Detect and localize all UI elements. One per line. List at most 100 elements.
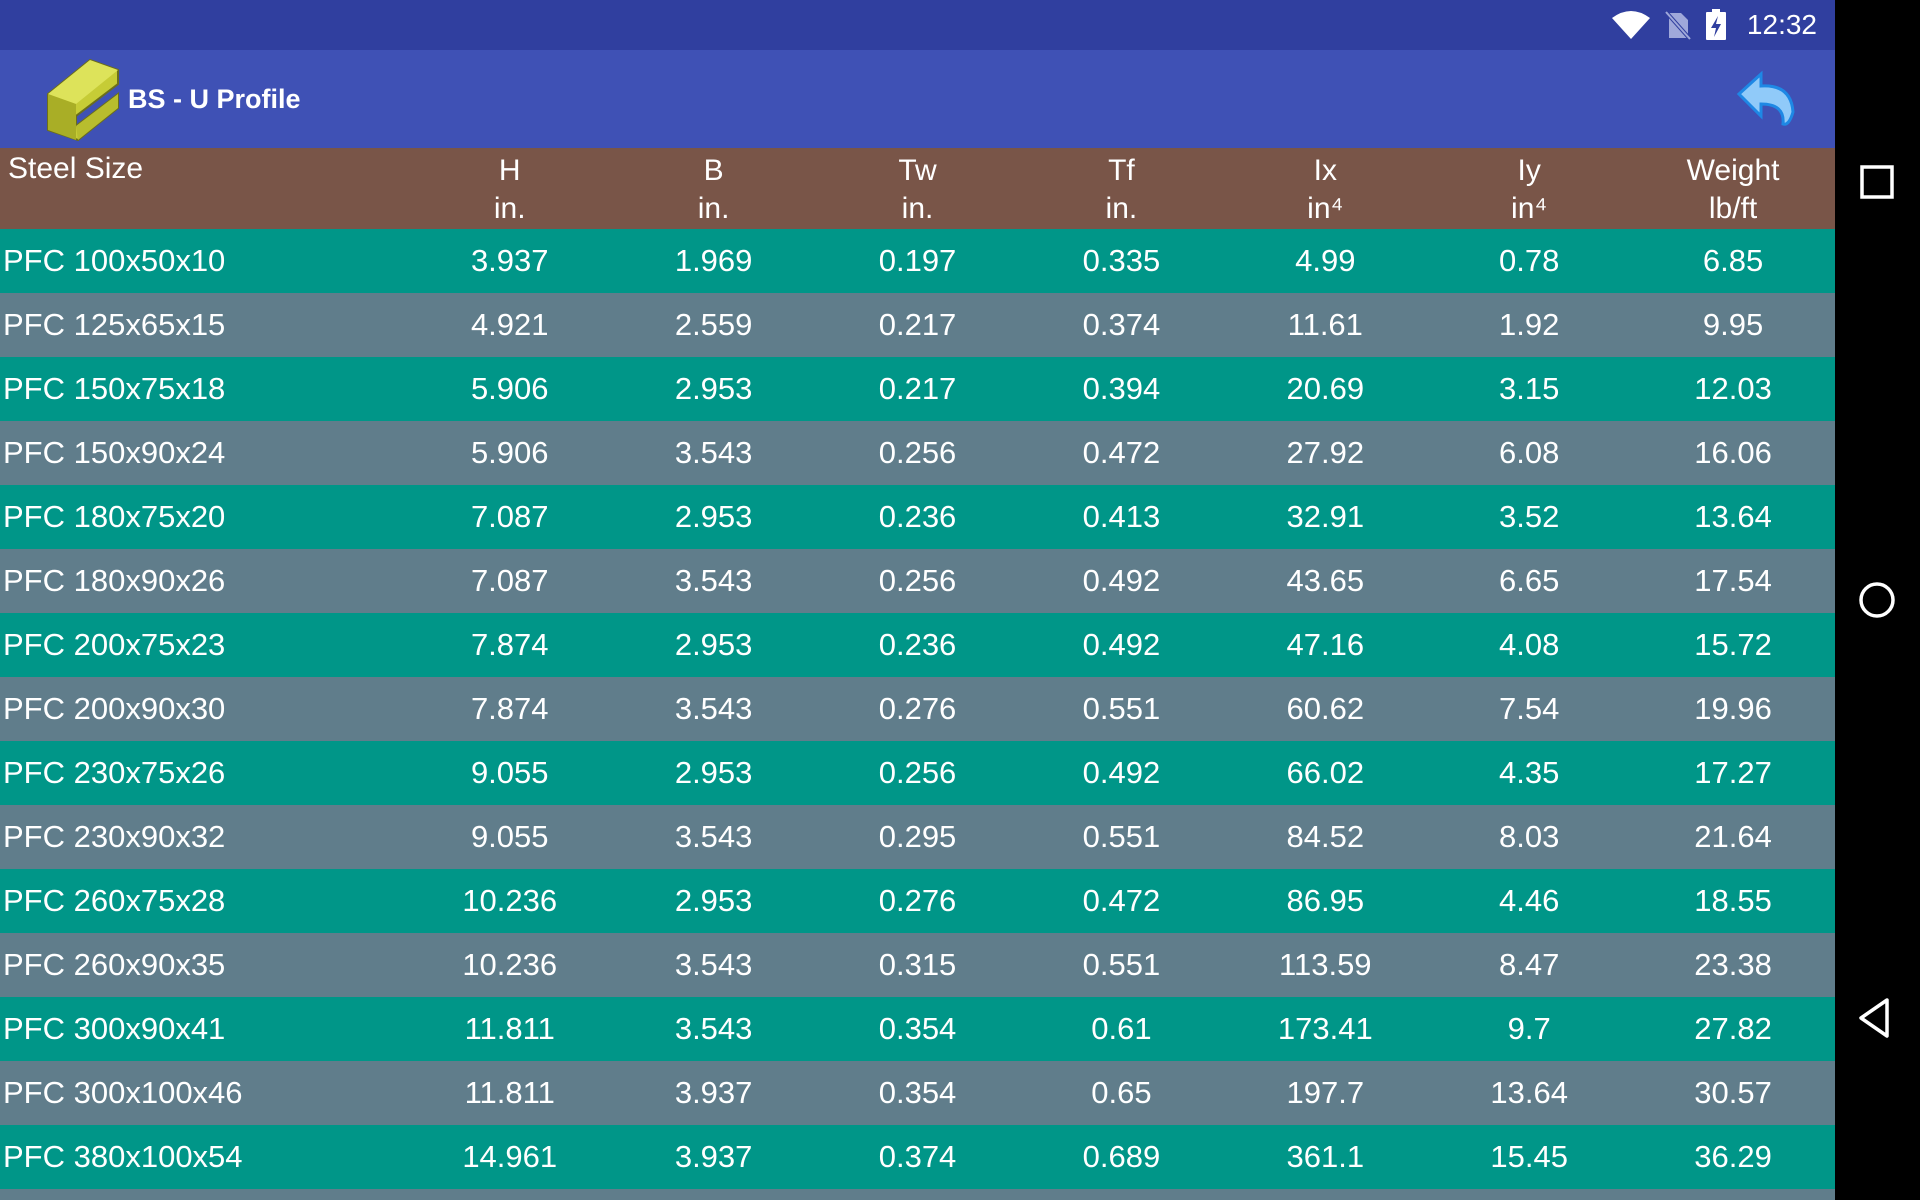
- value-cell: 6.65: [1499, 563, 1560, 598]
- value-cell: 0.276: [878, 691, 957, 726]
- steel-size-cell: PFC 300x90x41: [3, 1011, 226, 1046]
- value-cell: 3.543: [674, 435, 753, 470]
- value-cell: 32.91: [1286, 499, 1365, 534]
- steel-size-cell: PFC 100x50x10: [3, 243, 226, 278]
- value-cell: 36.29: [1694, 1139, 1772, 1174]
- value-cell: 47.16: [1286, 627, 1365, 662]
- value-cell: 1.92: [1499, 307, 1560, 342]
- value-cell: 0.354: [878, 1075, 957, 1110]
- value-cell: 0.335: [1082, 243, 1161, 278]
- value-cell: 0.78: [1499, 243, 1560, 278]
- steel-size-cell: PFC 300x100x46: [3, 1075, 243, 1110]
- table-row[interactable]: PFC 200x90x30 7.874 3.543 0.276 0.551 60.62 7.…: [0, 677, 1835, 741]
- table-row[interactable]: PFC 150x75x18 5.906 2.953 0.217 0.394 20.69 3.…: [0, 357, 1835, 421]
- value-cell: 0.551: [1082, 819, 1161, 854]
- steel-channel-logo: [47, 58, 119, 142]
- value-cell: 0.374: [1082, 307, 1161, 342]
- column-header-unit: in⁴: [1511, 192, 1548, 225]
- value-cell: 9.055: [470, 755, 549, 790]
- steel-size-cell: PFC 200x75x23: [3, 627, 226, 662]
- value-cell: 8.47: [1499, 947, 1560, 982]
- value-cell: 361.1: [1286, 1139, 1365, 1174]
- value-cell: 4.08: [1499, 627, 1560, 662]
- back-icon[interactable]: [1853, 994, 1901, 1042]
- value-cell: 5.906: [470, 371, 549, 406]
- table-row[interactable]: PFC 230x75x26 9.055 2.953 0.256 0.492 66.02 4.…: [0, 741, 1835, 805]
- value-cell: 0.315: [878, 947, 957, 982]
- value-cell: 17.27: [1694, 755, 1772, 790]
- steel-size-cell: PFC 260x90x35: [3, 947, 226, 982]
- table-row[interactable]: PFC 125x65x15 4.921 2.559 0.217 0.374 11.61 1.…: [0, 293, 1835, 357]
- value-cell: 16.06: [1694, 435, 1772, 470]
- value-cell: 21.64: [1694, 819, 1772, 854]
- table-row[interactable]: PFC 100x50x10 3.937 1.969 0.197 0.335 4.99 0.7…: [0, 229, 1835, 293]
- no-sim-icon: [1664, 10, 1691, 40]
- app-title: BS - U Profile: [128, 84, 301, 114]
- column-header-name: Steel Size: [8, 152, 144, 185]
- value-cell: 84.52: [1286, 819, 1365, 854]
- table-row[interactable]: PFC 300x90x41 11.811 3.543 0.354 0.61 173.41 9…: [0, 997, 1835, 1061]
- value-cell: 0.256: [878, 435, 957, 470]
- value-cell: 0.256: [878, 563, 957, 598]
- value-cell: 4.921: [470, 307, 549, 342]
- value-cell: 2.953: [674, 627, 753, 662]
- column-header-name: Tw: [898, 154, 937, 187]
- value-cell: 0.689: [1082, 1139, 1161, 1174]
- status-time: 12:32: [1746, 9, 1817, 40]
- value-cell: 43.65: [1286, 563, 1365, 598]
- undo-arrow-icon[interactable]: [1733, 68, 1797, 128]
- value-cell: 0.217: [878, 371, 957, 406]
- steel-size-cell: PFC 150x75x18: [3, 371, 226, 406]
- value-cell: 3.543: [674, 819, 753, 854]
- recents-icon[interactable]: [1853, 158, 1901, 206]
- value-cell: 2.953: [674, 883, 753, 918]
- value-cell: 7.087: [470, 499, 549, 534]
- value-cell: 2.559: [674, 307, 753, 342]
- table-body: PFC 100x50x10 3.937 1.969 0.197 0.335 4.99 0.7…: [0, 229, 1835, 1189]
- value-cell: 60.62: [1286, 691, 1365, 726]
- value-cell: 86.95: [1286, 883, 1365, 918]
- table-row[interactable]: PFC 180x90x26 7.087 3.543 0.256 0.492 43.65 6.…: [0, 549, 1835, 613]
- battery-charging-icon: [1705, 9, 1726, 40]
- value-cell: 7.874: [470, 627, 549, 662]
- table-row[interactable]: PFC 300x100x46 11.811 3.937 0.354 0.65 197.7 1…: [0, 1061, 1835, 1125]
- value-cell: 6.85: [1702, 243, 1764, 278]
- value-cell: 0.413: [1082, 499, 1161, 534]
- value-cell: 3.52: [1499, 499, 1560, 534]
- value-cell: 0.295: [878, 819, 957, 854]
- steel-size-cell: PFC 230x90x32: [3, 819, 226, 854]
- table-row[interactable]: PFC 380x100x54 14.961 3.937 0.374 0.689 361.1…: [0, 1125, 1835, 1189]
- value-cell: 7.874: [470, 691, 549, 726]
- value-cell: 3.543: [674, 1011, 753, 1046]
- value-cell: 13.64: [1694, 499, 1772, 534]
- wifi-icon: [1611, 11, 1650, 39]
- value-cell: 0.492: [1082, 627, 1161, 662]
- value-cell: 197.7: [1286, 1075, 1365, 1110]
- value-cell: 15.72: [1694, 627, 1772, 662]
- value-cell: 19.96: [1694, 691, 1772, 726]
- navigation-bar: [1835, 0, 1920, 1200]
- value-cell: 7.087: [470, 563, 549, 598]
- value-cell: 173.41: [1277, 1011, 1373, 1046]
- value-cell: 20.69: [1286, 371, 1365, 406]
- value-cell: 0.472: [1082, 883, 1161, 918]
- table-row[interactable]: PFC 200x75x23 7.874 2.953 0.236 0.492 47.16 4.…: [0, 613, 1835, 677]
- value-cell: 0.472: [1082, 435, 1161, 470]
- value-cell: 27.92: [1286, 435, 1365, 470]
- column-header: Tw in.: [816, 148, 1020, 229]
- value-cell: 3.543: [674, 691, 753, 726]
- table-row[interactable]: PFC 180x75x20 7.087 2.953 0.236 0.413 32.91 3.…: [0, 485, 1835, 549]
- table-row[interactable]: PFC 260x75x28 10.236 2.953 0.276 0.472 86.95 4…: [0, 869, 1835, 933]
- value-cell: 15.45: [1490, 1139, 1568, 1174]
- home-icon[interactable]: [1853, 576, 1901, 624]
- steel-size-cell: PFC 180x90x26: [3, 563, 226, 598]
- column-header-unit: in.: [1105, 192, 1138, 225]
- value-cell: 14.961: [462, 1139, 558, 1174]
- table-row[interactable]: PFC 230x90x32 9.055 3.543 0.295 0.551 84.52 8.…: [0, 805, 1835, 869]
- column-header-unit: in.: [697, 192, 730, 225]
- value-cell: 12.03: [1694, 371, 1772, 406]
- table-row[interactable]: PFC 150x90x24 5.906 3.543 0.256 0.472 27.92 6.…: [0, 421, 1835, 485]
- table-row[interactable]: PFC 260x90x35 10.236 3.543 0.315 0.551 113.59…: [0, 933, 1835, 997]
